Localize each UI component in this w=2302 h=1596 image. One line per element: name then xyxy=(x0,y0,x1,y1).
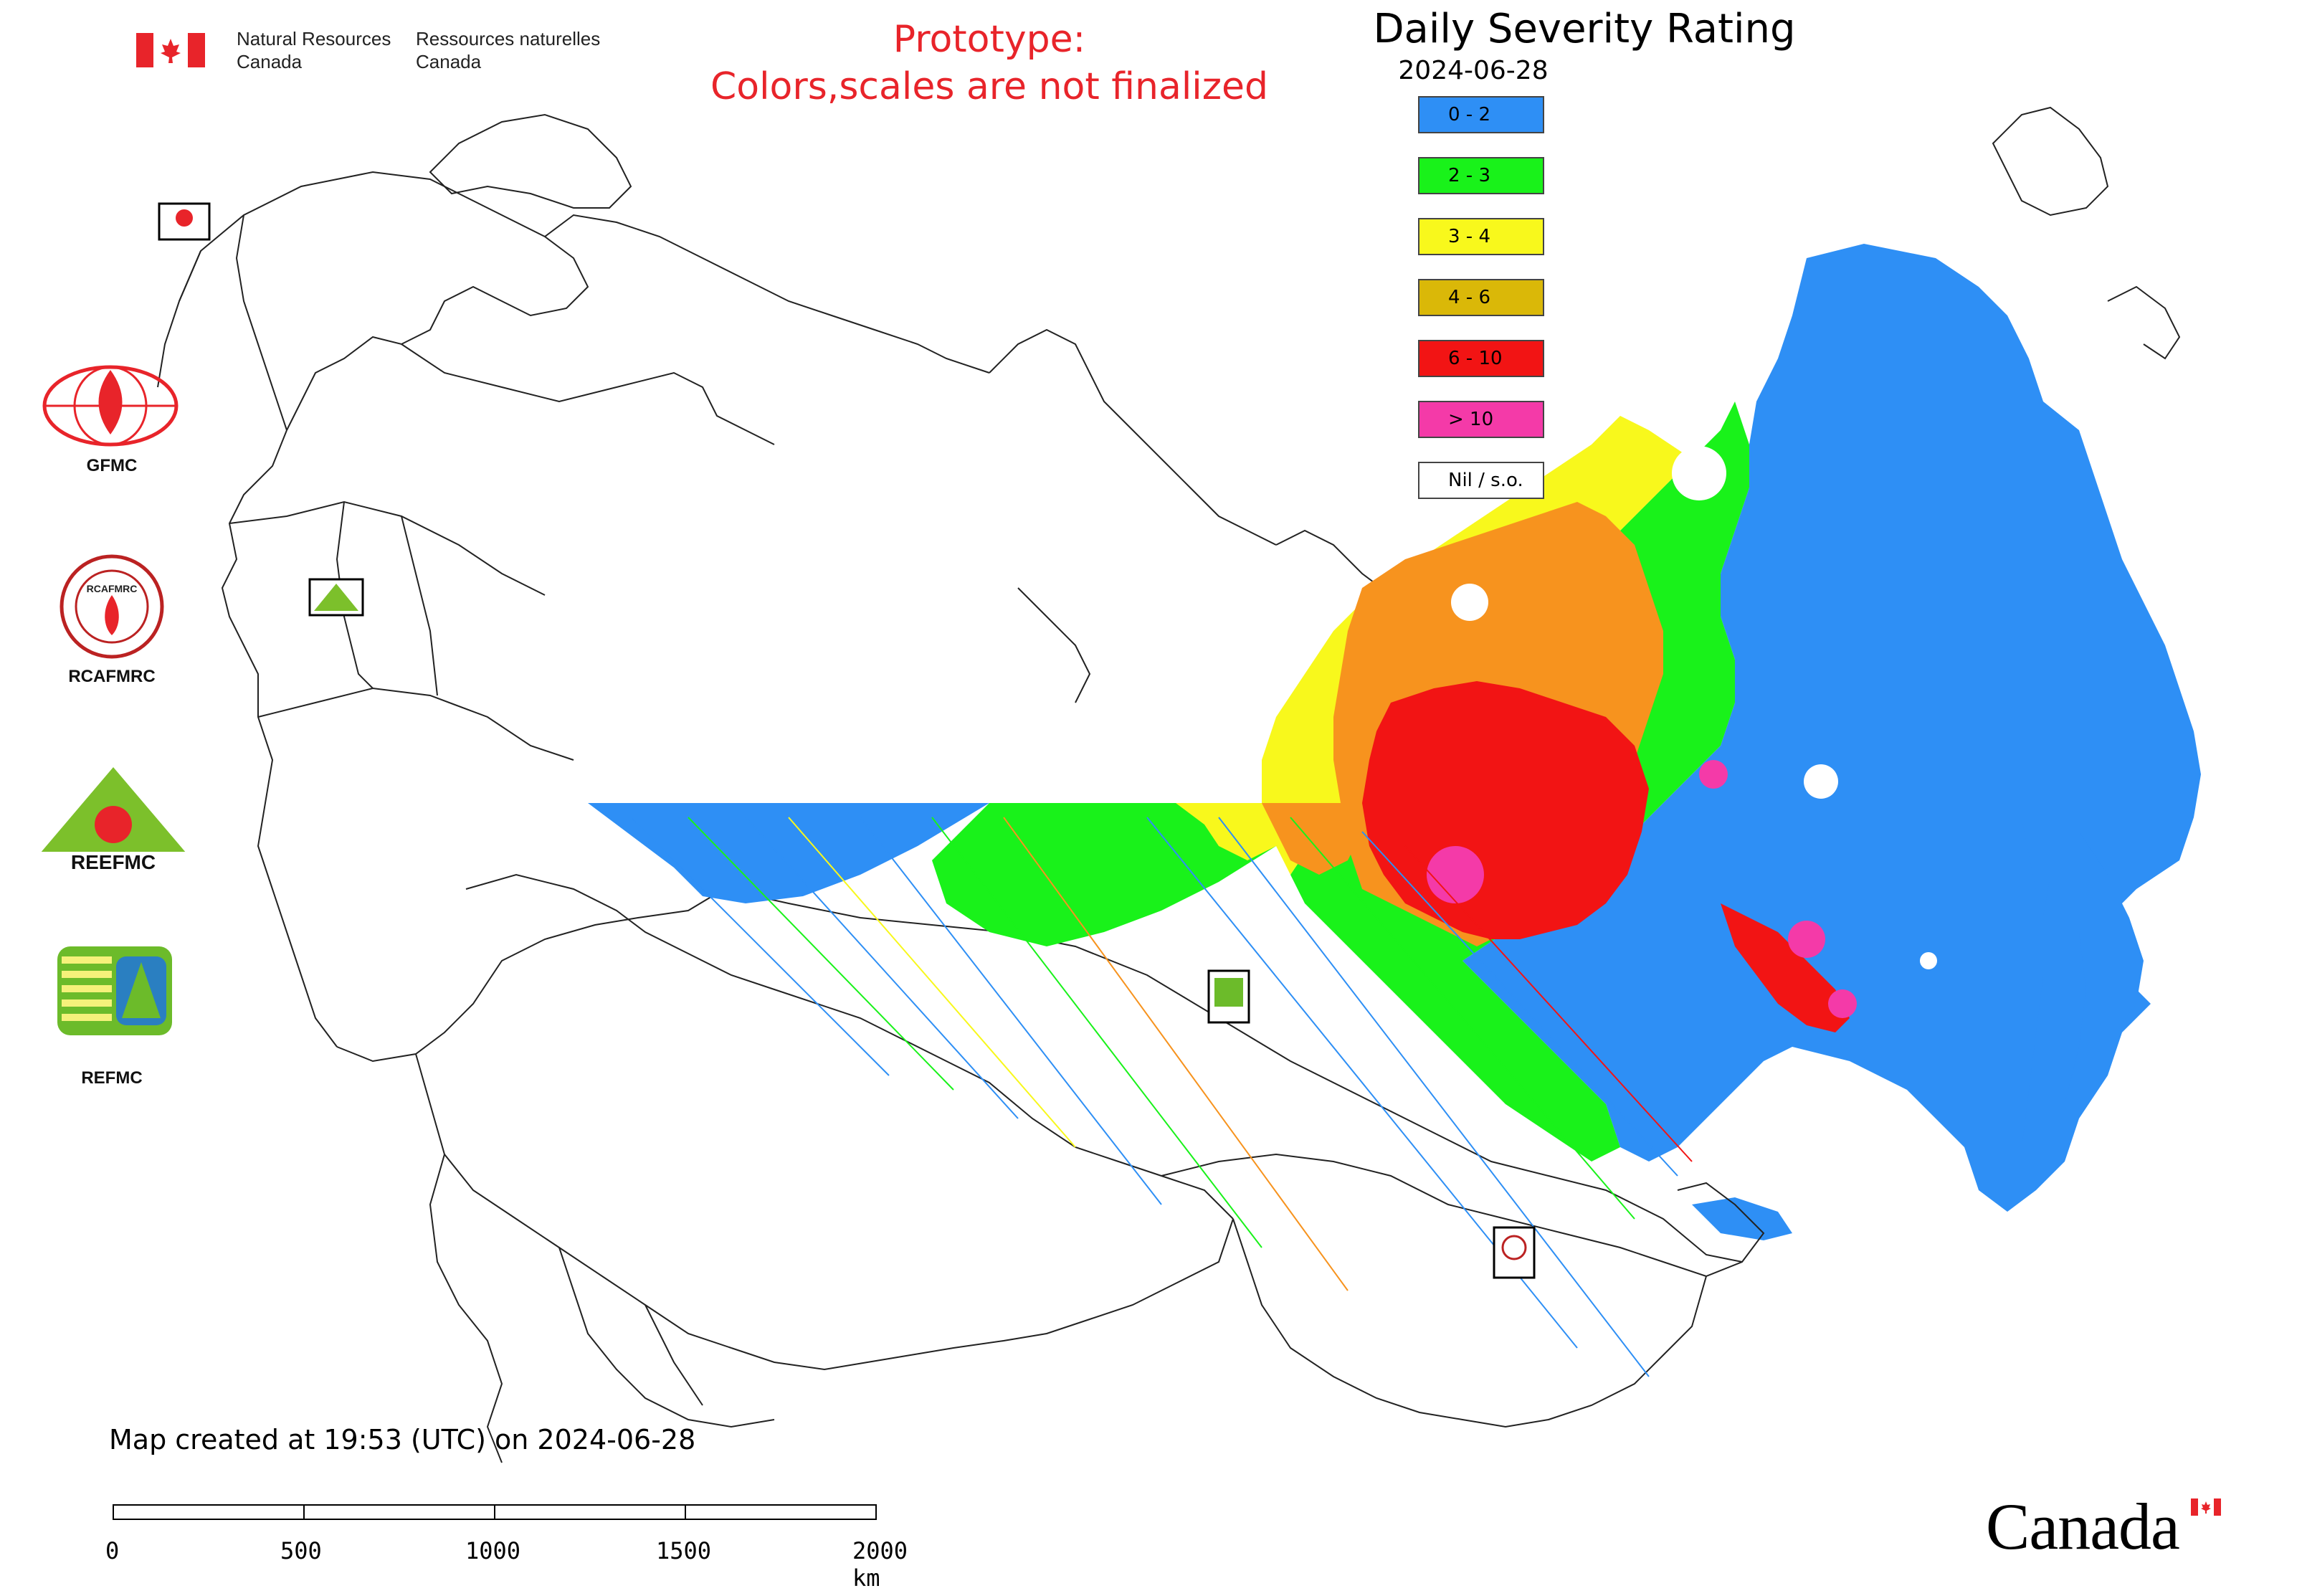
legend-item: 6 - 10 xyxy=(1418,340,1544,377)
government-signature: Natural Resources Canada Ressources natu… xyxy=(136,27,609,85)
gfmc-label: GFMC xyxy=(86,456,138,475)
legend-item: 3 - 4 xyxy=(1418,218,1544,255)
canada-wordmark: Canada xyxy=(1986,1490,2180,1563)
dept-en-line1: Natural Resources xyxy=(237,28,391,49)
legend-item: Nil / s.o. xyxy=(1418,462,1544,499)
rcafmrc-logo-icon: RCAFMRC xyxy=(60,554,164,659)
legend-item: 2 - 3 xyxy=(1418,157,1544,194)
scale-segment xyxy=(113,1504,305,1520)
east-boundary-outlines xyxy=(1677,106,2181,1277)
department-name-en: Natural Resources Canada xyxy=(237,27,391,73)
dept-fr-line1: Ressources naturelles xyxy=(416,28,601,49)
scale-bar: 0 500 1000 1500 2000 km xyxy=(105,1504,908,1592)
canada-flag-icon xyxy=(136,33,205,67)
map-date: 2024-06-28 xyxy=(1398,56,1549,85)
scale-segment xyxy=(685,1504,877,1520)
scale-tick-label: 500 xyxy=(280,1537,322,1564)
wordmark-flag-icon xyxy=(2191,1498,2221,1516)
map-title: Daily Severity Rating xyxy=(1373,6,1796,52)
department-name-fr: Ressources naturelles Canada xyxy=(416,27,600,73)
prototype-notice: Prototype: Colors,scales are not finaliz… xyxy=(667,16,1312,110)
scale-segment xyxy=(494,1504,686,1520)
rcafmrc-label: RCAFMRC xyxy=(68,667,156,686)
scale-tick-label: 1500 xyxy=(656,1537,712,1564)
boundary-outlines xyxy=(157,113,1743,1463)
dept-en-line2: Canada xyxy=(237,51,303,72)
scale-tick-label: 2000 km xyxy=(852,1537,908,1592)
map-agency-markers xyxy=(158,202,1536,1279)
legend-item: > 10 xyxy=(1418,401,1544,438)
dept-fr-line2: Canada xyxy=(416,51,482,72)
legend-item: 0 - 2 xyxy=(1418,96,1544,133)
prototype-notice-line1: Prototype: xyxy=(893,18,1086,61)
svg-text:RCAFMRC: RCAFMRC xyxy=(87,583,138,594)
scale-segment xyxy=(303,1504,495,1520)
refmc-label: REFMC xyxy=(81,1068,143,1088)
severity-raster xyxy=(588,244,2201,1377)
prototype-notice-line2: Colors,scales are not finalized xyxy=(710,65,1269,108)
svg-text:REEFMC: REEFMC xyxy=(71,851,156,872)
gfmc-logo-icon xyxy=(42,365,179,447)
scale-tick-label: 1000 xyxy=(465,1537,521,1564)
legend-item: 4 - 6 xyxy=(1418,279,1544,316)
reefmc-logo-icon: REEFMC xyxy=(37,767,189,872)
scale-tick-label: 0 xyxy=(105,1537,120,1564)
map-created-timestamp: Map created at 19:53 (UTC) on 2024-06-28 xyxy=(109,1424,696,1455)
refmc-logo-icon xyxy=(57,946,172,1035)
